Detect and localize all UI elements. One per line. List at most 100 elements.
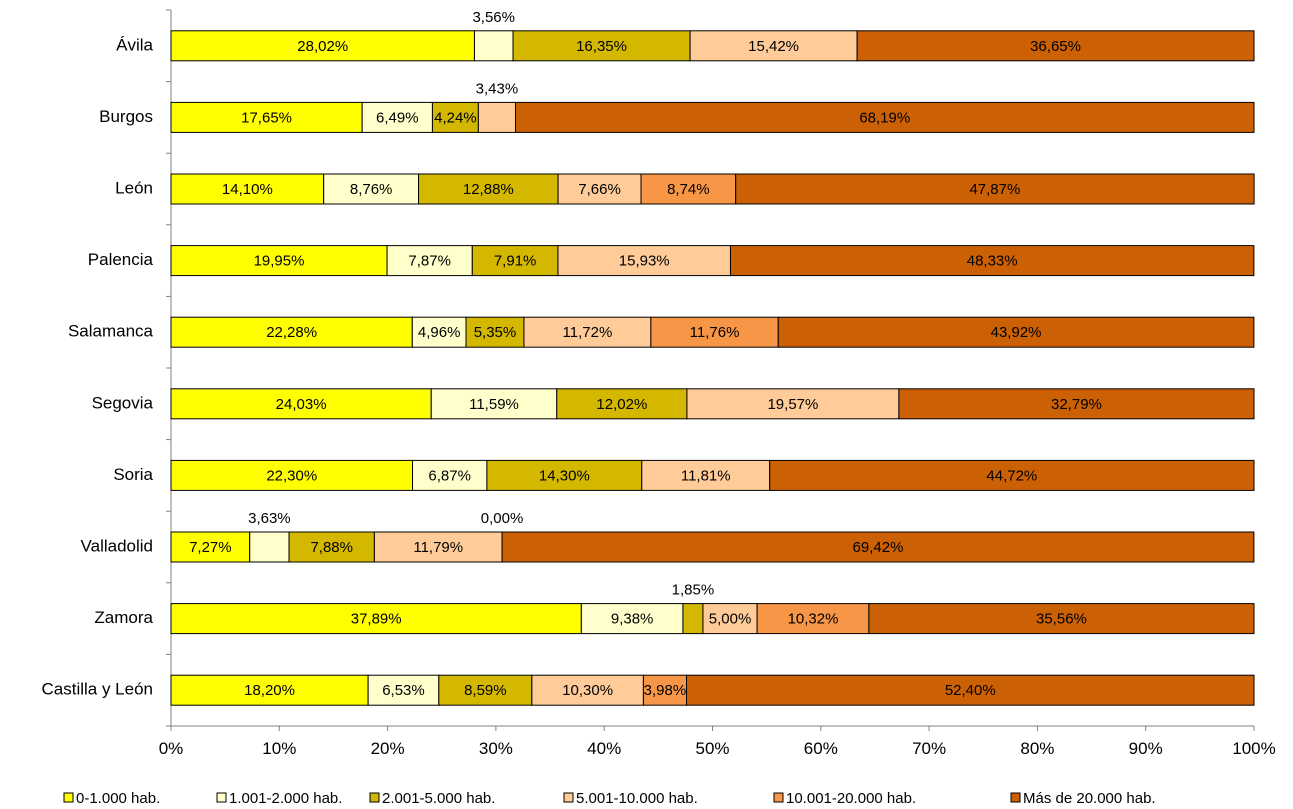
legend-swatch	[216, 792, 227, 803]
legend-swatch	[63, 792, 74, 803]
data-label: 14,10%	[222, 181, 273, 198]
data-label: 18,20%	[244, 682, 295, 699]
category-label: Ávila	[116, 35, 153, 54]
bar-segment	[686, 388, 900, 420]
bar-segment	[386, 245, 473, 277]
bar-segment	[170, 316, 413, 348]
bar-segment	[170, 531, 251, 563]
bar-segment	[556, 388, 688, 420]
data-label: 5,00%	[709, 611, 752, 628]
data-label: 22,30%	[266, 467, 317, 484]
bar-segment	[170, 603, 582, 635]
bar-segment	[641, 459, 771, 491]
bar-segment	[170, 388, 432, 420]
category-label: Salamanca	[68, 322, 154, 341]
category-label: León	[115, 178, 153, 197]
bar-segment	[170, 173, 325, 205]
bar-segment	[777, 316, 1255, 348]
data-label: 15,42%	[748, 38, 799, 55]
category-label: Soria	[113, 465, 153, 484]
legend-label: 2.001-5.000 hab.	[382, 790, 495, 807]
data-label: 1,85%	[672, 582, 715, 599]
bar-segment	[477, 101, 517, 133]
bar-segment	[512, 30, 691, 62]
data-label: 36,65%	[1030, 38, 1081, 55]
data-label: 8,59%	[464, 682, 507, 699]
bar-segment	[580, 603, 684, 635]
data-label: 11,59%	[469, 396, 519, 413]
legend-label: 5.001-10.000 hab.	[576, 790, 698, 807]
bar-segment	[769, 459, 1255, 491]
bar-segment	[361, 101, 433, 133]
data-label: 7,66%	[578, 181, 621, 198]
data-label: 0,00%	[481, 510, 524, 527]
x-tick-label: 80%	[1020, 739, 1054, 758]
bar-segment	[523, 316, 652, 348]
bar-segment	[465, 316, 525, 348]
legend-swatch	[1010, 792, 1021, 803]
bar-segment	[856, 30, 1255, 62]
bar-segment	[412, 459, 488, 491]
data-label: 7,27%	[189, 539, 232, 556]
data-label: 37,89%	[351, 611, 402, 628]
bar-segment	[486, 459, 643, 491]
data-label: 11,76%	[690, 324, 740, 341]
category-label: Segovia	[92, 393, 154, 412]
data-label: 35,56%	[1036, 611, 1087, 628]
bar-segment	[170, 30, 475, 62]
data-label: 3,43%	[476, 80, 519, 97]
data-label: 6,49%	[376, 109, 419, 126]
category-label: Palencia	[88, 250, 154, 269]
x-tick-label: 20%	[371, 739, 405, 758]
bar-segment	[689, 30, 858, 62]
data-label: 19,95%	[254, 253, 305, 270]
category-label: Burgos	[99, 107, 153, 126]
bar-segment	[249, 531, 290, 563]
bar-segment	[418, 173, 559, 205]
data-label: 22,28%	[266, 324, 317, 341]
data-label: 3,98%	[644, 682, 687, 699]
legend-label: 10.001-20.000 hab.	[786, 790, 916, 807]
data-label: 32,79%	[1051, 396, 1102, 413]
bar-segment	[531, 674, 644, 706]
bar-segment	[430, 388, 558, 420]
data-label: 47,87%	[969, 181, 1020, 198]
bar-segment	[682, 603, 704, 635]
data-label: 44,72%	[986, 467, 1037, 484]
data-label: 10,32%	[788, 611, 839, 628]
data-label: 19,57%	[767, 396, 818, 413]
data-label: 17,65%	[241, 109, 292, 126]
data-label: 5,35%	[474, 324, 517, 341]
data-label: 3,56%	[472, 9, 515, 26]
category-label: Castilla y León	[41, 680, 153, 699]
data-label: 4,96%	[418, 324, 461, 341]
bar-segment	[473, 30, 514, 62]
x-tick-label: 0%	[159, 739, 184, 758]
data-label: 3,63%	[248, 510, 291, 527]
data-label: 11,72%	[563, 324, 613, 341]
data-label: 9,38%	[611, 611, 654, 628]
data-label: 43,92%	[991, 324, 1042, 341]
bar-segment	[367, 674, 440, 706]
data-label: 6,87%	[428, 467, 471, 484]
data-label: 48,33%	[967, 253, 1018, 270]
bar-segment	[471, 245, 559, 277]
legend-swatch	[369, 792, 380, 803]
legend-label: Más de 20.000 hab.	[1023, 790, 1156, 807]
legend-swatch	[563, 792, 574, 803]
legend-label: 0-1.000 hab.	[76, 790, 160, 807]
bar-segment	[868, 603, 1255, 635]
bar-segment	[735, 173, 1255, 205]
bar-segment	[756, 603, 870, 635]
x-tick-label: 30%	[479, 739, 513, 758]
bar-segment	[438, 674, 533, 706]
bar-segment	[640, 173, 737, 205]
bar-segment	[557, 173, 642, 205]
data-label: 8,76%	[350, 181, 393, 198]
x-tick-label: 100%	[1232, 739, 1275, 758]
data-label: 7,87%	[408, 253, 451, 270]
data-label: 10,30%	[562, 682, 613, 699]
x-tick-label: 40%	[587, 739, 621, 758]
data-label: 52,40%	[945, 682, 996, 699]
